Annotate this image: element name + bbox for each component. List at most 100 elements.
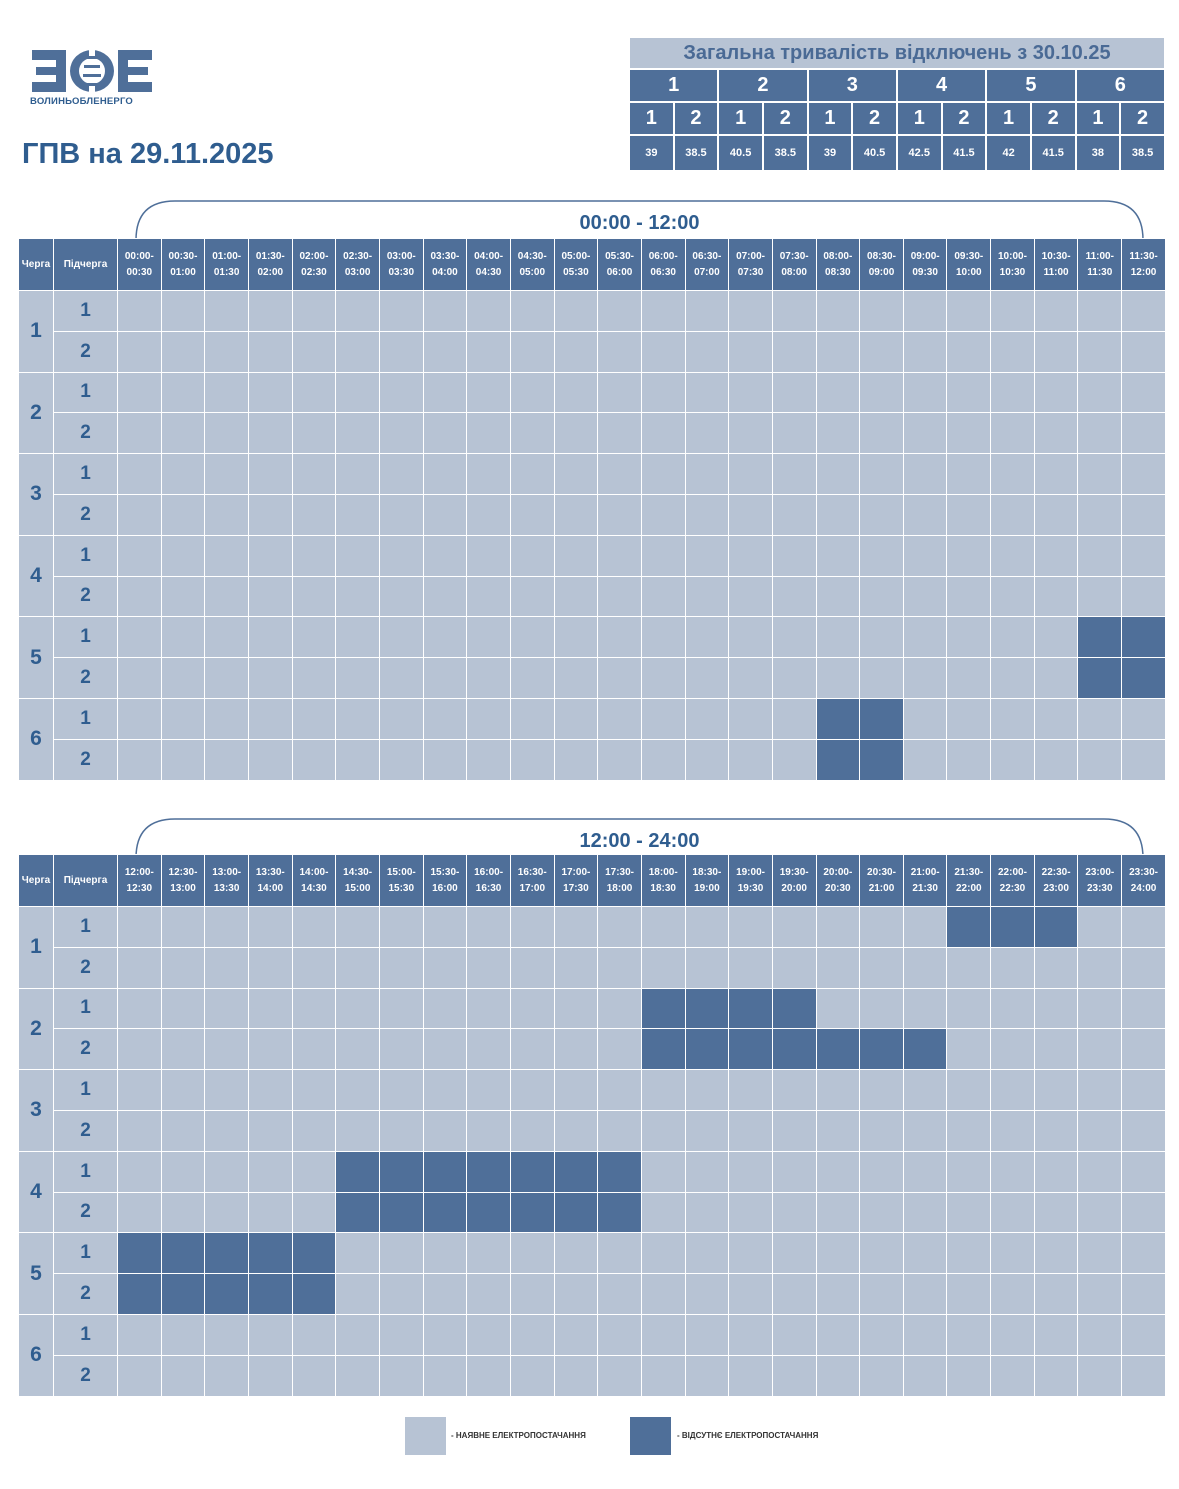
power-available-cell [946, 697, 992, 740]
power-available-cell [684, 616, 730, 659]
power-available-cell [684, 371, 730, 414]
time-slot-end: 15:30 [388, 882, 415, 894]
power-available-cell [771, 738, 817, 781]
time-slot-start: 03:30- [430, 250, 460, 262]
outage-cell [728, 1028, 773, 1071]
power-available-cell [335, 987, 380, 1030]
power-available-cell [771, 1069, 817, 1111]
period-label: 00:00 - 12:00 [579, 212, 700, 234]
power-available-cell [378, 657, 424, 699]
power-available-cell [291, 1028, 337, 1071]
schedule-table-pm: Черга Підчерга 12:00- 12:30 12:30- 13:00 13:00… [18, 854, 1166, 1397]
summary-duration-value: 41.5 [940, 134, 988, 172]
power-available-cell [640, 1191, 686, 1234]
time-slot-start: 18:00- [648, 866, 678, 878]
power-available-cell [509, 616, 555, 659]
outage-cell [422, 1150, 468, 1193]
power-available-cell [378, 1232, 424, 1275]
queue-number: 6 [18, 697, 54, 781]
power-available-cell [1077, 946, 1123, 989]
power-available-cell [291, 453, 337, 495]
power-available-cell [509, 738, 555, 781]
power-available-cell [247, 906, 293, 948]
power-available-cell [117, 534, 162, 577]
queue-number: 2 [18, 987, 54, 1071]
power-available-cell [1077, 1069, 1123, 1111]
power-available-cell [553, 1313, 599, 1356]
outage-cell [859, 1028, 904, 1071]
power-available-cell [990, 290, 1035, 332]
power-available-cell [335, 738, 380, 781]
power-available-cell [378, 1273, 424, 1315]
power-available-cell [1121, 453, 1166, 495]
outage-cell [859, 697, 904, 740]
power-available-cell [1121, 906, 1166, 948]
power-available-cell [1033, 616, 1079, 659]
power-available-cell [815, 1150, 861, 1193]
time-slot-start: 13:00- [212, 866, 242, 878]
time-slot-start: 10:30- [1041, 250, 1071, 262]
time-slot-header: 08:00- 08:30 [815, 238, 861, 291]
power-available-cell [247, 453, 293, 495]
power-available-cell [247, 290, 293, 332]
time-slot-header: 22:00- 22:30 [990, 854, 1035, 907]
power-available-cell [466, 534, 511, 577]
power-available-cell [946, 290, 992, 332]
power-available-cell [1077, 534, 1123, 577]
power-available-cell [466, 738, 511, 781]
power-available-cell [117, 657, 162, 699]
power-available-cell [990, 1191, 1035, 1234]
power-available-cell [422, 330, 468, 373]
power-available-cell [902, 657, 948, 699]
power-available-cell [728, 1232, 773, 1275]
power-available-cell [466, 290, 511, 332]
power-available-cell [684, 1273, 730, 1315]
power-available-cell [335, 616, 380, 659]
power-available-cell [422, 987, 468, 1030]
power-available-cell [422, 1354, 468, 1397]
power-available-cell [1033, 738, 1079, 781]
power-available-cell [640, 1232, 686, 1275]
time-slot-end: 23:30 [1086, 882, 1113, 894]
power-available-cell [1033, 697, 1079, 740]
power-available-cell [291, 575, 337, 618]
time-slot-start: 08:30- [867, 250, 896, 262]
power-available-cell [990, 657, 1035, 699]
power-available-cell [728, 1354, 773, 1397]
power-available-cell [422, 738, 468, 781]
time-slot-start: 05:00- [561, 250, 591, 262]
time-slot-header: 21:30- 22:00 [946, 854, 992, 907]
time-slot-start: 23:30- [1129, 866, 1158, 878]
time-slot-header: 13:30- 14:00 [247, 854, 293, 907]
power-available-cell [553, 616, 599, 659]
power-available-cell [1033, 412, 1079, 455]
power-available-cell [1121, 1069, 1166, 1111]
power-available-cell [291, 493, 337, 536]
time-slot-header: 00:30- 01:00 [160, 238, 206, 291]
subqueue-number: 1 [53, 1069, 118, 1111]
power-available-cell [422, 1069, 468, 1111]
power-available-cell [553, 987, 599, 1030]
power-available-cell [902, 453, 948, 495]
outage-cell [422, 1191, 468, 1234]
power-available-cell [378, 1028, 424, 1071]
outage-cell [335, 1191, 380, 1234]
power-available-cell [946, 1232, 992, 1275]
power-available-cell [553, 906, 599, 948]
power-available-cell [422, 575, 468, 618]
power-available-cell [640, 906, 686, 948]
outage-cell [1121, 616, 1166, 659]
power-available-cell [160, 657, 206, 699]
subqueue-number: 2 [53, 946, 118, 989]
summary-subqueue-header: 2 [940, 101, 988, 136]
power-available-cell [291, 1069, 337, 1111]
power-available-cell [1077, 330, 1123, 373]
power-available-cell [247, 1028, 293, 1071]
power-available-cell [815, 371, 861, 414]
power-available-cell [597, 330, 642, 373]
outage-cell [466, 1150, 511, 1193]
power-available-cell [291, 616, 337, 659]
period-bracket-am: 00:00 - 12:00 [135, 200, 1144, 240]
